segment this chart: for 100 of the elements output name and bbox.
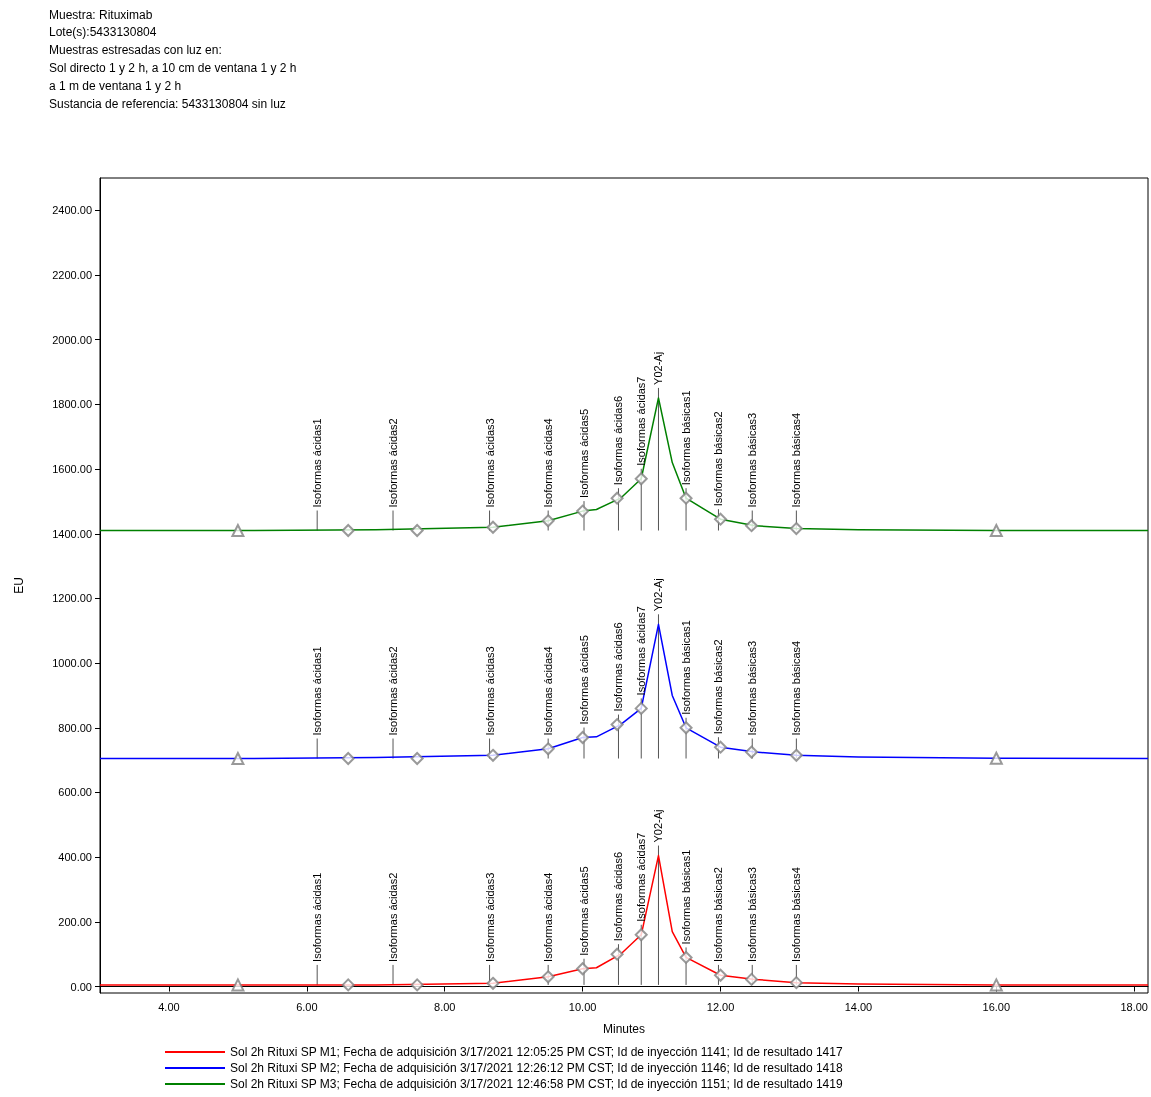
point (745, 745, 759, 759)
point (410, 752, 424, 766)
annotation: Isoformas básicas4 (790, 412, 803, 508)
point (714, 740, 728, 754)
point (989, 751, 1003, 765)
annotation: Isoformas ácidas4 (542, 418, 555, 508)
point (541, 742, 555, 756)
y-tick-label: 1400.00 (52, 527, 92, 540)
point (989, 978, 1003, 992)
point (745, 972, 759, 986)
annotation: Isoformas ácidas3 (483, 418, 496, 508)
annotation: Isoformas básicas1 (680, 849, 693, 945)
point (679, 950, 693, 964)
annotation: Isoformas básicas1 (680, 620, 693, 715)
x-tick-label: 10.00 (568, 1000, 597, 1013)
point (231, 752, 245, 766)
annotation: Isoformas ácidas2 (387, 646, 400, 736)
point (486, 976, 500, 990)
point (541, 514, 555, 528)
y-tick-label: 2200.00 (52, 269, 92, 282)
y-tick-label: 800.00 (58, 721, 92, 734)
annotation: Isoformas básicas2 (712, 639, 725, 735)
annotation: Isoformas básicas2 (712, 411, 725, 507)
legend-label: Sol 2h Rituxi SP M3; Fecha de adquisición 3/17/2021 12:46:58 PM CST; Id de inyección 1151; Id de resultado 1419 (230, 1077, 843, 1091)
point (610, 491, 624, 505)
legend-label: Sol 2h Rituxi SP M1; Fecha de adquisición 3/17/2021 12:05:25 PM CST; Id de inyección 1141; Id de resultado 1417 (230, 1045, 843, 1059)
annotation: Isoformas ácidas4 (542, 646, 555, 736)
annotation: Isoformas básicas4 (790, 867, 803, 962)
legend-label: Sol 2h Rituxi SP M2; Fecha de adquisición 3/17/2021 12:26:12 PM CST; Id de inyección 1146; Id de resultado 1418 (230, 1061, 843, 1075)
annotation: Y02-Aj (652, 578, 665, 612)
annotation: Isoformas básicas3 (746, 640, 759, 736)
chart-subtitle: Lote(s):5433130804 Muestras estresadas con luz en: Sol directo 1 y 2 h, a 10 cm de ventana 1 y 2 h a 1 m de ventana 1 y 2 h Sustancia de referencia: 5433130804 sin luz (49, 25, 297, 111)
point (576, 731, 590, 744)
point (989, 524, 1003, 538)
x-tick-label: 4.00 (158, 1000, 180, 1013)
point (679, 721, 693, 735)
y-tick-label: 1200.00 (52, 592, 92, 605)
point (610, 718, 624, 732)
annotation: Isoformas ácidas5 (578, 866, 591, 956)
point (341, 524, 355, 538)
annotation: Isoformas ácidas7 (635, 832, 648, 922)
annotation: Isoformas ácidas2 (387, 418, 400, 508)
annotation: Isoformas ácidas6 (612, 851, 625, 942)
annotation: Isoformas ácidas6 (612, 395, 625, 486)
point (231, 524, 245, 538)
annotation: Isoformas ácidas7 (635, 606, 648, 696)
annotation: Isoformas ácidas3 (483, 646, 496, 736)
y-tick-label: 200.00 (58, 915, 92, 928)
point (679, 491, 693, 505)
y-tick-label: 400.00 (58, 851, 92, 864)
annotation: Isoformas ácidas4 (542, 872, 555, 962)
annotation: Isoformas ácidas1 (311, 872, 324, 962)
annotation: Isoformas básicas1 (680, 390, 693, 486)
x-tick-label: 8.00 (434, 1000, 456, 1013)
y-tick-label: 1600.00 (52, 463, 92, 476)
point (714, 512, 728, 526)
y-tick-label: 1800.00 (52, 398, 92, 411)
point (341, 978, 355, 992)
annotation: Isoformas ácidas7 (635, 376, 648, 466)
annotation: Isoformas ácidas5 (578, 635, 591, 725)
y-tick-label: 1000.00 (52, 657, 92, 670)
point (634, 701, 648, 715)
point (541, 970, 555, 984)
point (634, 928, 648, 942)
x-axis-title: Minutes (602, 1022, 646, 1036)
y-tick-label: 600.00 (58, 786, 92, 799)
point (341, 752, 355, 766)
annotation: Isoformas ácidas1 (311, 646, 324, 736)
annotation: Isoformas ácidas1 (311, 418, 324, 508)
annotation: Y02-Aj (652, 351, 665, 385)
y-axis-title: EU (12, 577, 26, 594)
y-tick-label: 0.00 (70, 980, 92, 993)
y-tick-label: 2400.00 (52, 204, 92, 217)
point (634, 472, 648, 486)
point (576, 504, 590, 518)
point (410, 524, 424, 538)
annotation: Isoformas ácidas2 (387, 872, 400, 962)
point (486, 748, 500, 762)
x-tick-label: 18.00 (1120, 1000, 1148, 1013)
point (789, 748, 803, 762)
point (610, 947, 624, 961)
point (714, 968, 728, 982)
x-tick-label: 16.00 (982, 1000, 1011, 1013)
point (789, 976, 803, 990)
point (231, 978, 245, 992)
annotation: Y02-Aj (652, 809, 665, 843)
chart-title: Muestra: Rituximab (49, 8, 153, 22)
point (745, 519, 759, 533)
annotation: Isoformas ácidas3 (483, 872, 496, 962)
annotation: Isoformas básicas3 (746, 412, 759, 508)
x-tick-label: 6.00 (296, 1000, 318, 1013)
point (789, 522, 803, 536)
x-tick-label: 14.00 (844, 1000, 873, 1013)
x-tick-label: 12.00 (706, 1000, 735, 1013)
y-tick-label: 2000.00 (52, 333, 92, 346)
annotation: Isoformas básicas2 (712, 867, 725, 962)
annotation: Isoformas básicas3 (746, 867, 759, 962)
annotation: Isoformas básicas4 (790, 640, 803, 736)
annotation: Isoformas ácidas6 (612, 622, 625, 712)
point (486, 520, 500, 534)
